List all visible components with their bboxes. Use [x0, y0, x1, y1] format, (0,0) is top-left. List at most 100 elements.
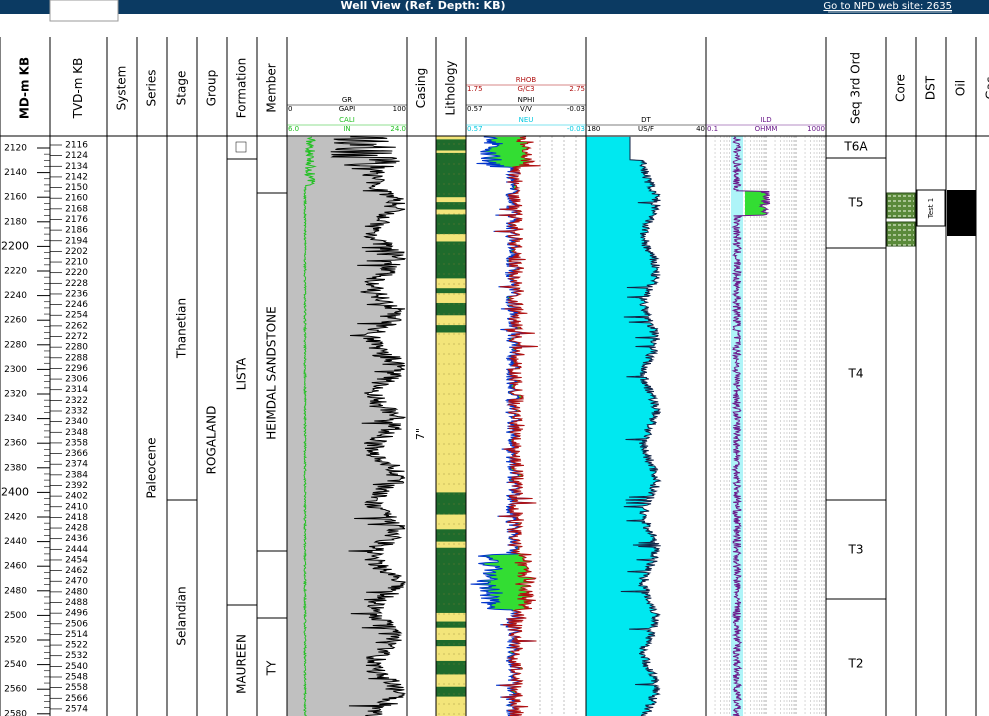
sand-dot: [453, 363, 455, 365]
casing-label: 7": [414, 428, 427, 440]
tvd-label: 2186: [65, 226, 88, 236]
md-label: 2220: [4, 267, 27, 277]
sand-dot: [448, 533, 450, 535]
sand-dot: [458, 163, 460, 165]
sand-dot: [438, 453, 440, 455]
sand-dot: [443, 433, 445, 435]
npd-link[interactable]: Go to NPD web site: 2635: [823, 1, 952, 12]
sand-dot: [448, 633, 450, 635]
sand-dot: [453, 703, 455, 705]
shale-band: [436, 547, 466, 613]
column-label: Formation: [235, 58, 249, 119]
sand-dot: [453, 483, 455, 485]
curve-name: NPHI: [518, 96, 535, 104]
sand-dot: [443, 423, 445, 425]
tvd-label: 2134: [65, 162, 88, 172]
sand-dot: [458, 443, 460, 445]
column-label: Gas: [984, 77, 989, 100]
shale-band: [436, 325, 466, 333]
sand-dot: [453, 153, 455, 155]
sand-dot: [438, 273, 440, 275]
sand-dot: [453, 533, 455, 535]
sand-dot: [463, 403, 465, 405]
zone-label: Thanetian: [175, 298, 189, 359]
sand-dot: [458, 153, 460, 155]
formation-top: [235, 141, 247, 153]
sand-dot: [463, 203, 465, 205]
tvd-label: 2340: [65, 417, 88, 427]
sand-dot: [438, 233, 440, 235]
sand-dot: [438, 173, 440, 175]
sand-dot: [438, 283, 440, 285]
md-label: 2320: [4, 390, 27, 400]
sand-dot: [438, 533, 440, 535]
sand-dot: [453, 173, 455, 175]
sand-dot: [448, 653, 450, 655]
tvd-label: 2548: [65, 673, 88, 683]
sand-dot: [438, 333, 440, 335]
sand-dot: [448, 673, 450, 675]
sand-dot: [448, 613, 450, 615]
well-selector[interactable]: [49, 0, 119, 22]
sand-dot: [458, 713, 460, 715]
sand-dot: [448, 643, 450, 645]
sand-dot: [438, 503, 440, 505]
sand-dot: [463, 323, 465, 325]
sand-dot: [438, 663, 440, 665]
tvd-label: 2496: [65, 609, 88, 619]
sand-dot: [443, 643, 445, 645]
sand-dot: [443, 383, 445, 385]
sand-dot: [453, 653, 455, 655]
md-label: 2140: [4, 168, 27, 178]
sand-dot: [453, 693, 455, 695]
md-label: 2480: [4, 586, 27, 596]
sand-dot: [453, 493, 455, 495]
sand-dot: [453, 513, 455, 515]
sand-dot: [453, 633, 455, 635]
shale-band: [436, 139, 466, 151]
sand-dot: [463, 573, 465, 575]
sand-dot: [458, 503, 460, 505]
sand-dot: [443, 203, 445, 205]
sand-dot: [438, 343, 440, 345]
tvd-label: 2506: [65, 619, 88, 629]
sand-dot: [463, 263, 465, 265]
sand-dot: [443, 253, 445, 255]
curve-name: DT: [641, 116, 651, 124]
sand-dot: [443, 313, 445, 315]
sand-dot: [448, 323, 450, 325]
sand-dot: [443, 623, 445, 625]
sand-dot: [463, 683, 465, 685]
sand-dot: [448, 543, 450, 545]
sand-dot: [453, 283, 455, 285]
md-label: 2360: [4, 439, 27, 449]
curve-scale: 40: [696, 125, 705, 133]
core-box: [886, 221, 916, 247]
sand-dot: [458, 523, 460, 525]
shale-band: [436, 241, 466, 279]
sand-dot: [463, 663, 465, 665]
sand-dot: [438, 473, 440, 475]
seq-label: T5: [848, 196, 864, 210]
sand-dot: [453, 183, 455, 185]
sand-dot: [443, 263, 445, 265]
sand-dot: [453, 403, 455, 405]
md-label: 2260: [4, 316, 27, 326]
sand-dot: [448, 433, 450, 435]
sand-dot: [448, 623, 450, 625]
sand-dot: [453, 313, 455, 315]
sand-dot: [453, 323, 455, 325]
md-label: 2420: [4, 513, 27, 523]
sand-dot: [453, 233, 455, 235]
sand-dot: [438, 633, 440, 635]
sand-dot: [458, 583, 460, 585]
sand-dot: [463, 713, 465, 715]
sand-dot: [438, 443, 440, 445]
sand-dot: [453, 443, 455, 445]
sand-dot: [463, 633, 465, 635]
md-label: 2500: [4, 611, 27, 621]
tvd-label: 2296: [65, 364, 88, 374]
sand-dot: [463, 503, 465, 505]
dst-label: Test 1: [927, 198, 935, 219]
